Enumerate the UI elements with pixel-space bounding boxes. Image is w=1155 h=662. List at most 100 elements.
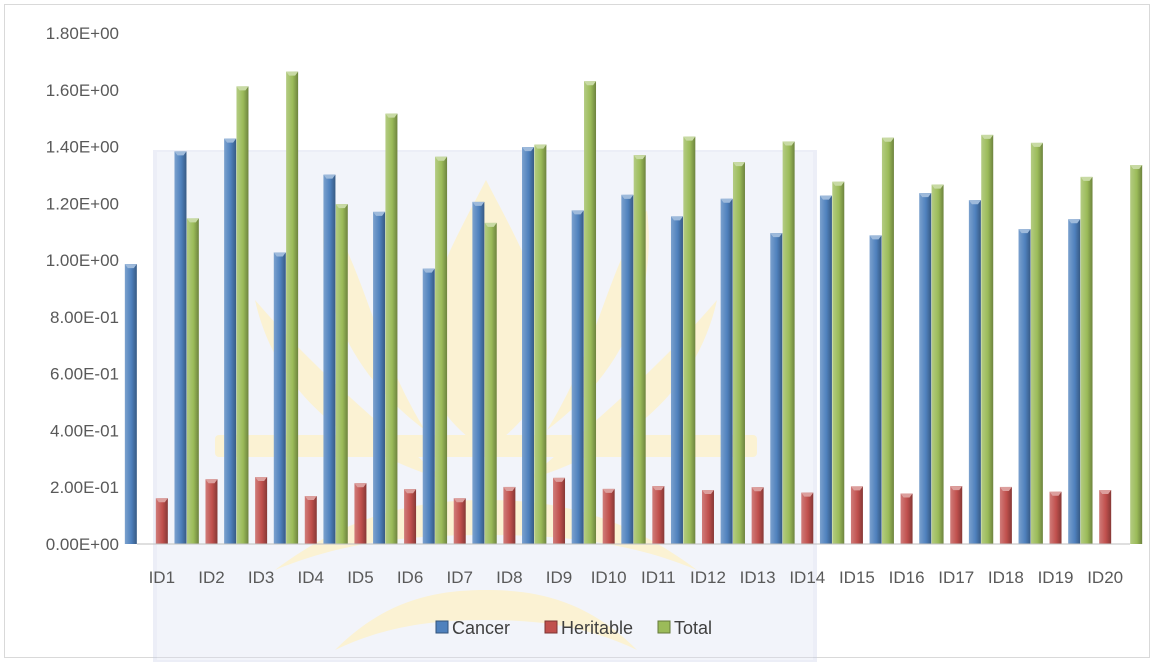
- bar-heritable-id6: [404, 489, 417, 544]
- bar-total-id14: [832, 181, 845, 544]
- bar-top-total-id2: [236, 86, 249, 91]
- y-tick-label: 1.60E+00: [46, 81, 119, 100]
- y-tick-label: 4.00E-01: [50, 421, 119, 440]
- bar-top-total-id12: [732, 162, 745, 167]
- bar-total-id5: [385, 113, 398, 544]
- bar-total-id17: [981, 134, 994, 544]
- x-tick-label: ID3: [248, 568, 274, 587]
- y-tick-label: 1.20E+00: [46, 194, 119, 213]
- y-tick-label: 8.00E-01: [50, 308, 119, 327]
- bar-top-total-id18: [1030, 142, 1043, 147]
- bar-top-cancer-id19: [1018, 229, 1031, 234]
- bar-heritable-id1: [155, 498, 168, 544]
- bar-top-heritable-id14: [801, 492, 814, 497]
- bar-cancer-id17: [919, 193, 932, 544]
- bar-top-cancer-id13: [720, 198, 733, 203]
- bar-cancer-id12: [670, 216, 683, 545]
- bar-top-cancer-id2: [174, 151, 187, 156]
- x-tick-label: ID4: [298, 568, 324, 587]
- bar-top-cancer-id3: [224, 138, 237, 143]
- bar-heritable-id11: [652, 486, 665, 544]
- bar-cancer-id10: [571, 210, 584, 545]
- bar-cancer-id8: [472, 201, 485, 545]
- y-axis-ticks: 0.00E+00 2.00E-01 4.00E-01 6.00E-01 8.00E-01…: [46, 24, 119, 554]
- bars-group: [124, 71, 1143, 545]
- y-tick-label: 0.00E+00: [46, 535, 119, 554]
- bar-heritable-id19: [1049, 491, 1062, 544]
- bar-total-id13: [782, 141, 795, 544]
- bar-total-id1: [186, 218, 199, 544]
- bar-heritable-id8: [503, 486, 516, 544]
- bar-top-total-id14: [832, 181, 845, 186]
- bar-total-id18: [1030, 142, 1043, 545]
- bar-heritable-id20: [1099, 490, 1112, 544]
- bar-top-cancer-id10: [571, 210, 584, 215]
- bar-total-id11: [683, 136, 696, 544]
- y-tick-label: 1.80E+00: [46, 24, 119, 43]
- x-tick-label: ID2: [198, 568, 224, 587]
- bar-top-cancer-id16: [869, 235, 882, 240]
- legend-label-total: Total: [674, 618, 712, 638]
- x-tick-label: ID13: [740, 568, 776, 587]
- bar-total-id9: [584, 81, 597, 544]
- bar-total-id19: [1080, 176, 1093, 544]
- bar-top-total-id16: [931, 184, 944, 189]
- bar-top-cancer-id14: [770, 233, 783, 238]
- x-tick-label: ID8: [496, 568, 522, 587]
- bar-top-heritable-id15: [850, 486, 863, 491]
- bar-top-cancer-id12: [670, 216, 683, 221]
- bar-top-total-id4: [335, 204, 348, 209]
- bar-top-heritable-id6: [404, 489, 417, 494]
- x-tick-label: ID20: [1087, 568, 1123, 587]
- bar-cancer-id14: [770, 233, 783, 544]
- bar-top-heritable-id9: [553, 477, 566, 482]
- bar-cancer-id13: [720, 198, 733, 544]
- x-tick-label: ID18: [988, 568, 1024, 587]
- y-tick-label: 1.00E+00: [46, 251, 119, 270]
- legend-label-cancer: Cancer: [452, 618, 510, 638]
- y-tick-label: 2.00E-01: [50, 478, 119, 497]
- bar-top-heritable-id12: [701, 490, 714, 495]
- x-tick-label: ID9: [546, 568, 572, 587]
- bar-top-total-id15: [881, 137, 894, 142]
- bar-top-total-id9: [584, 81, 597, 86]
- bar-cancer-id7: [422, 268, 435, 544]
- x-tick-label: ID10: [591, 568, 627, 587]
- bar-heritable-id9: [553, 477, 566, 544]
- bar-top-cancer-id4: [273, 252, 286, 257]
- bar-top-total-id17: [981, 134, 994, 139]
- bar-top-cancer-id15: [819, 195, 832, 200]
- bar-total-id16: [931, 184, 944, 544]
- bar-top-total-id11: [683, 136, 696, 141]
- bar-heritable-id4: [304, 496, 317, 544]
- x-tick-label: ID1: [149, 568, 175, 587]
- x-tick-label: ID17: [938, 568, 974, 587]
- bar-top-heritable-id16: [900, 493, 913, 498]
- y-tick-label: 6.00E-01: [50, 365, 119, 384]
- bar-top-cancer-id8: [472, 201, 485, 206]
- x-axis-ticks: ID1 ID2 ID3 ID4 ID5 ID6 ID7 ID8 ID9 ID10 ID11 ID12 I…: [149, 568, 1124, 587]
- bar-cancer-id19: [1018, 229, 1031, 544]
- bar-cancer-id4: [273, 252, 286, 544]
- bar-top-heritable-id19: [1049, 491, 1062, 496]
- bar-heritable-id15: [850, 486, 863, 544]
- bar-top-cancer-id20: [1068, 219, 1081, 224]
- bar-total-id6: [435, 156, 448, 544]
- bar-cancer-id5: [323, 174, 336, 544]
- bar-top-cancer-id6: [373, 211, 386, 216]
- bar-top-total-id7: [484, 222, 497, 227]
- bar-heritable-id7: [453, 498, 466, 544]
- x-tick-label: ID16: [889, 568, 925, 587]
- bar-top-total-id19: [1080, 176, 1093, 181]
- x-tick-label: ID5: [347, 568, 373, 587]
- bar-top-heritable-id4: [304, 496, 317, 501]
- bar-total-id20: [1130, 165, 1143, 544]
- bar-total-id2: [236, 86, 249, 545]
- bar-top-total-id10: [633, 155, 646, 160]
- bar-top-heritable-id1: [155, 498, 168, 503]
- bar-heritable-id18: [999, 486, 1012, 544]
- bar-heritable-id5: [354, 483, 367, 544]
- bar-top-total-id8: [534, 144, 547, 149]
- bar-heritable-id2: [205, 479, 218, 544]
